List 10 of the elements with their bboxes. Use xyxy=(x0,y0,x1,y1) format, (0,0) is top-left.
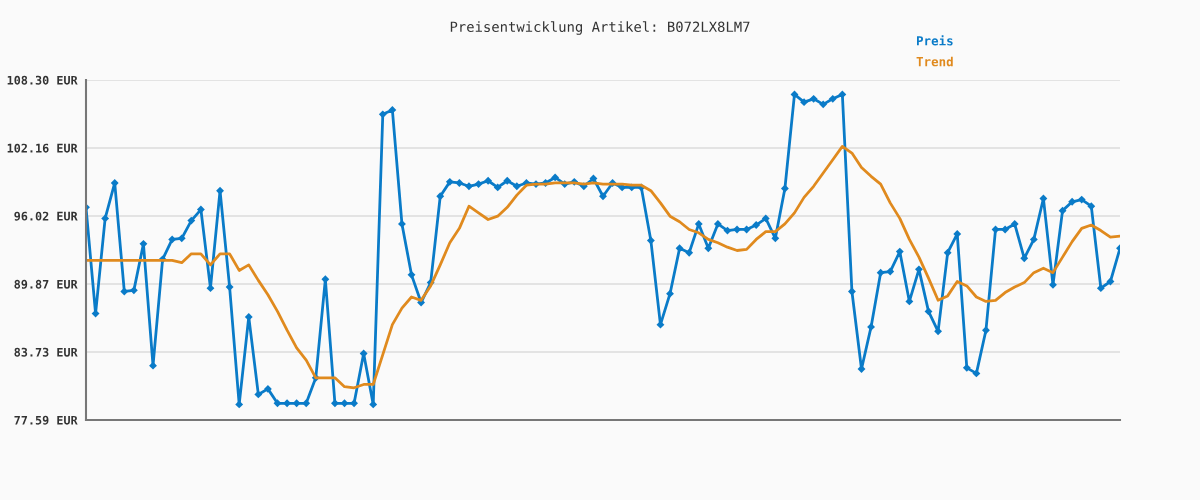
y-tick-label: 89.87 EUR xyxy=(14,279,78,289)
y-tick-label: 102.16 EUR xyxy=(7,143,78,153)
line-series xyxy=(86,145,1120,390)
y-tick-label: 77.59 EUR xyxy=(14,415,78,425)
y-tick-label: 96.02 EUR xyxy=(14,211,78,221)
text: Trend xyxy=(916,56,953,67)
y-tick-label: 108.30 EUR xyxy=(7,75,78,85)
y-tick-label: 83.73 EUR xyxy=(14,347,78,357)
text: Preis xyxy=(917,35,953,46)
chart-title: Preisentwicklung Artikel: B072LX8LM7 xyxy=(450,21,750,35)
